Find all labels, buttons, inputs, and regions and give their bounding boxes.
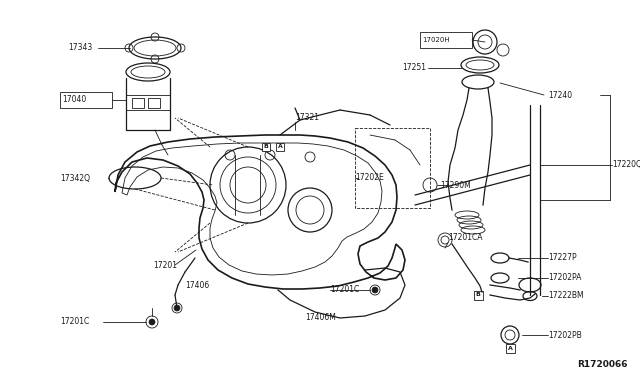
Text: 17406M: 17406M bbox=[305, 314, 336, 323]
Text: B: B bbox=[264, 144, 268, 150]
Text: 17040: 17040 bbox=[62, 96, 86, 105]
Text: 17020H: 17020H bbox=[422, 37, 450, 43]
Bar bbox=[262, 143, 270, 151]
Text: 17343: 17343 bbox=[68, 44, 92, 52]
Text: 17201C: 17201C bbox=[330, 285, 359, 295]
Text: 17202PA: 17202PA bbox=[548, 273, 581, 282]
Text: B: B bbox=[476, 292, 481, 298]
Circle shape bbox=[372, 287, 378, 293]
Bar bbox=[60, 92, 112, 108]
Bar bbox=[474, 291, 483, 299]
Text: A: A bbox=[278, 144, 282, 150]
Text: 17227P: 17227P bbox=[548, 253, 577, 263]
Text: 17201C: 17201C bbox=[60, 317, 89, 327]
Text: 17240: 17240 bbox=[548, 90, 572, 99]
Text: R1720066: R1720066 bbox=[577, 360, 628, 369]
Text: A: A bbox=[508, 346, 513, 350]
Text: 17321: 17321 bbox=[295, 113, 319, 122]
Text: 17251: 17251 bbox=[402, 64, 426, 73]
Bar bbox=[276, 143, 284, 151]
Bar bbox=[420, 32, 472, 48]
Circle shape bbox=[149, 319, 155, 325]
Bar bbox=[506, 343, 515, 353]
Text: 17201: 17201 bbox=[153, 260, 177, 269]
Bar bbox=[148, 98, 160, 108]
Bar bbox=[355, 128, 430, 208]
Text: 17342Q: 17342Q bbox=[60, 173, 90, 183]
Bar bbox=[132, 98, 144, 108]
Text: 17201CA: 17201CA bbox=[448, 234, 483, 243]
Text: 17290M: 17290M bbox=[440, 180, 471, 189]
Text: 17222BM: 17222BM bbox=[548, 292, 584, 301]
Circle shape bbox=[174, 305, 180, 311]
Text: 17406: 17406 bbox=[185, 280, 209, 289]
Text: 17202PB: 17202PB bbox=[548, 330, 582, 340]
Text: 17202E: 17202E bbox=[355, 173, 384, 183]
Text: 17220Q: 17220Q bbox=[612, 160, 640, 170]
